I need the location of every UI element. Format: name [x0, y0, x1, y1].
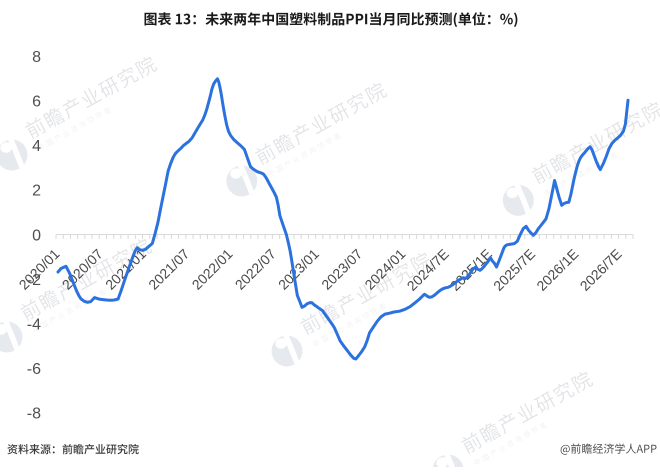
- svg-text:-4: -4: [27, 316, 41, 333]
- svg-text:2026/7E: 2026/7E: [577, 246, 625, 294]
- svg-text:2022/01: 2022/01: [189, 246, 236, 293]
- svg-text:2022/07: 2022/07: [232, 246, 279, 293]
- svg-text:6: 6: [32, 94, 41, 111]
- svg-text:2023/01: 2023/01: [275, 246, 322, 293]
- svg-text:8: 8: [32, 49, 41, 66]
- svg-text:2021/07: 2021/07: [145, 246, 192, 293]
- svg-text:2: 2: [32, 183, 41, 200]
- svg-text:-6: -6: [27, 361, 41, 378]
- svg-text:2021/01: 2021/01: [102, 246, 149, 293]
- svg-text:4: 4: [32, 138, 41, 155]
- svg-text:-2: -2: [27, 272, 41, 289]
- svg-text:2024/01: 2024/01: [361, 246, 408, 293]
- svg-text:2025/7E: 2025/7E: [490, 246, 538, 294]
- svg-text:-8: -8: [27, 406, 41, 423]
- svg-text:0: 0: [32, 227, 41, 244]
- svg-text:2023/07: 2023/07: [318, 246, 365, 293]
- svg-text:2026/1E: 2026/1E: [533, 246, 581, 294]
